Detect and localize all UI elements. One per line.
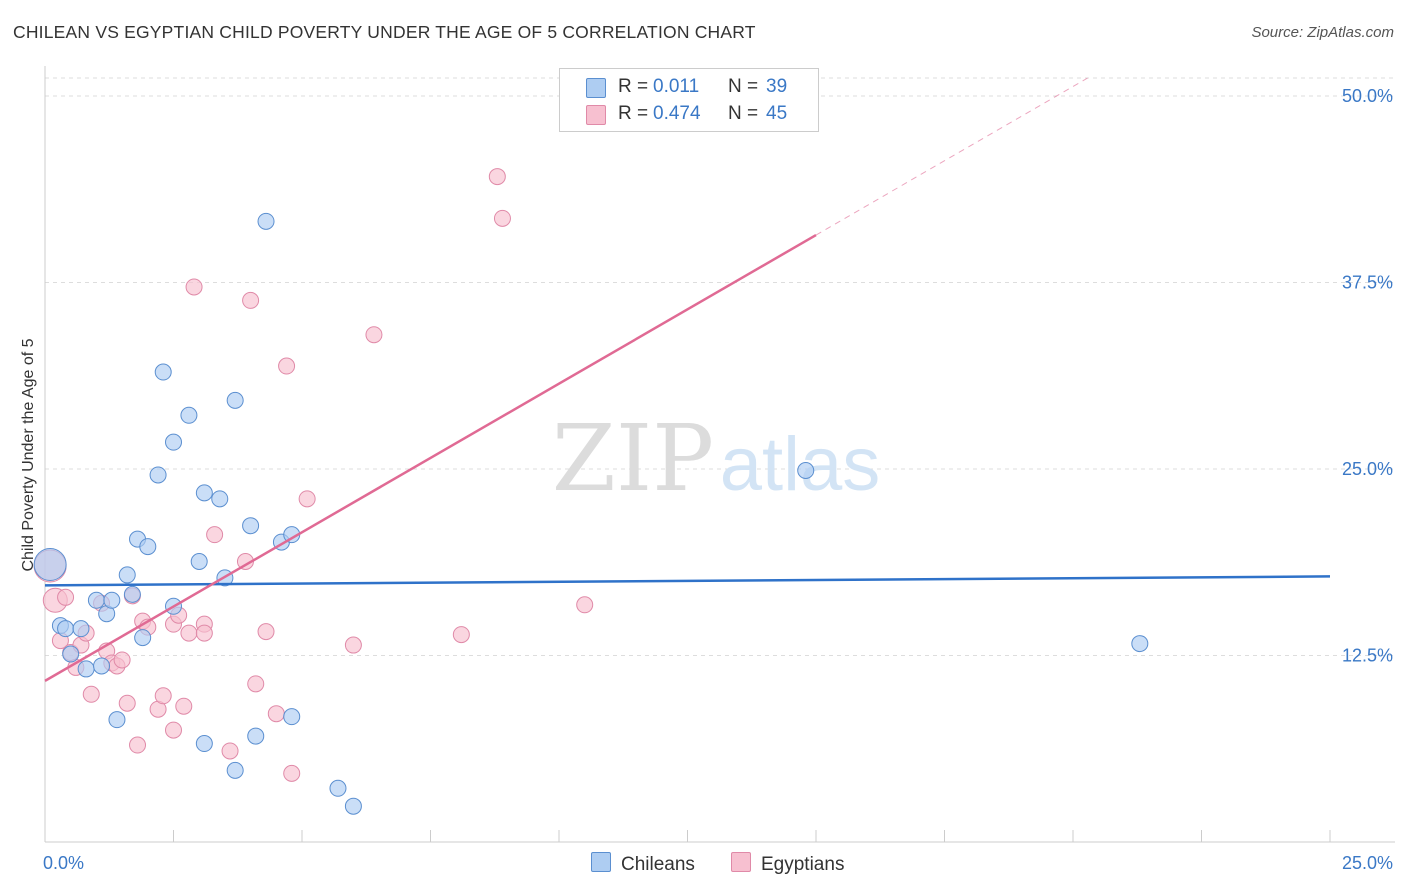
x-tick-label: 25.0% (1342, 853, 1393, 873)
legend-n-label: N = (728, 103, 759, 124)
egyptians-point (344, 636, 362, 654)
chileans-point (118, 566, 136, 584)
chileans-point (77, 660, 95, 678)
y-tick-label: 50.0% (1342, 86, 1393, 106)
chileans-point (139, 538, 157, 556)
y-tick-label: 12.5% (1342, 646, 1393, 666)
bottom-legend-egyptians: Egyptians (731, 852, 844, 876)
legend-r-value: 0.011 (653, 76, 700, 97)
chileans-point (72, 620, 90, 638)
chileans-point (149, 466, 167, 484)
chileans-point (123, 585, 141, 603)
legend: R = 0.011 N = 39 R = 0.474 N = 45 (559, 68, 819, 132)
egyptians-point (452, 626, 470, 644)
egyptians-point (118, 694, 136, 712)
chileans-point (195, 484, 213, 502)
egyptians-trend-line (44, 233, 817, 682)
chileans-point (134, 629, 152, 647)
chileans-point (108, 711, 126, 729)
legend-n-value: 39 (766, 76, 788, 97)
chileans-point (62, 645, 80, 663)
chileans-label: Chileans (621, 854, 695, 875)
chileans-point (226, 391, 244, 409)
chileans-point (165, 433, 182, 451)
watermark: ZIP atlas (552, 405, 880, 512)
chileans-point (797, 461, 815, 479)
chileans-point (180, 406, 198, 424)
chileans-point (283, 708, 301, 726)
egyptians-point (57, 588, 75, 606)
chileans-point (195, 735, 213, 753)
egyptians-point (195, 624, 213, 642)
chileans-swatch (591, 852, 611, 872)
egyptians-point (175, 697, 193, 715)
egyptians-point (206, 526, 224, 544)
chileans-point (103, 591, 121, 609)
egyptians-point (242, 291, 260, 309)
chileans-point (87, 591, 105, 609)
chileans-point (329, 779, 347, 797)
egyptians-point (165, 721, 182, 739)
chileans-point (344, 797, 362, 815)
egyptians-point (113, 651, 131, 669)
egyptians-point (488, 168, 506, 186)
egyptians-point (221, 742, 239, 760)
axes (44, 66, 1395, 843)
chileans-swatch (586, 78, 606, 98)
watermark-zip: ZIP (552, 405, 714, 512)
egyptians-points (33, 168, 594, 782)
source-label: Source: ZipAtlas.com (1251, 24, 1394, 41)
egyptians-point (365, 326, 383, 344)
legend-n-label: N = (728, 76, 759, 97)
egyptians-point (493, 209, 511, 227)
chileans-point (257, 212, 275, 230)
egyptians-label: Egyptians (761, 854, 845, 875)
chileans-trend-line (44, 575, 1331, 587)
x-tick-label: 0.0% (43, 853, 84, 873)
legend-r-label: R = (618, 76, 649, 97)
egyptians-point (576, 596, 594, 614)
chileans-point (93, 657, 111, 675)
legend-n-value: 45 (766, 103, 788, 124)
chileans-point (33, 547, 67, 581)
chileans-points (33, 212, 1149, 815)
chileans-point (242, 517, 260, 535)
tick-labels: 12.5% 25.0% 37.5% 50.0% 0.0% 25.0% (43, 86, 1393, 873)
egyptians-swatch (586, 105, 606, 125)
chileans-point (226, 761, 244, 779)
egyptians-swatch (731, 852, 751, 872)
chileans-point (247, 727, 265, 745)
egyptians-point (298, 490, 316, 508)
egyptians-point (82, 685, 100, 703)
chileans-point (190, 553, 208, 571)
chileans-point (211, 490, 229, 508)
chileans-point (57, 620, 75, 638)
y-tick-label: 37.5% (1342, 273, 1393, 293)
chileans-point (154, 363, 172, 381)
egyptians-point (278, 357, 296, 375)
legend-r-label: R = (618, 103, 649, 124)
egyptians-point (129, 736, 147, 754)
bottom-legend-chileans: Chileans (591, 852, 695, 876)
trend-lines (44, 77, 1331, 682)
egyptians-point (283, 764, 301, 782)
egyptians-point (154, 687, 172, 705)
egyptians-point (247, 675, 265, 693)
egyptians-trend-extension (815, 77, 1088, 236)
y-tick-label: 25.0% (1342, 459, 1393, 479)
egyptians-point (257, 623, 275, 641)
egyptians-point (185, 278, 203, 296)
chileans-point (1131, 635, 1149, 653)
legend-r-value: 0.474 (653, 103, 701, 124)
egyptians-point (267, 705, 285, 723)
chart-title: CHILEAN VS EGYPTIAN CHILD POVERTY UNDER … (13, 22, 756, 42)
egyptians-point (180, 624, 198, 642)
